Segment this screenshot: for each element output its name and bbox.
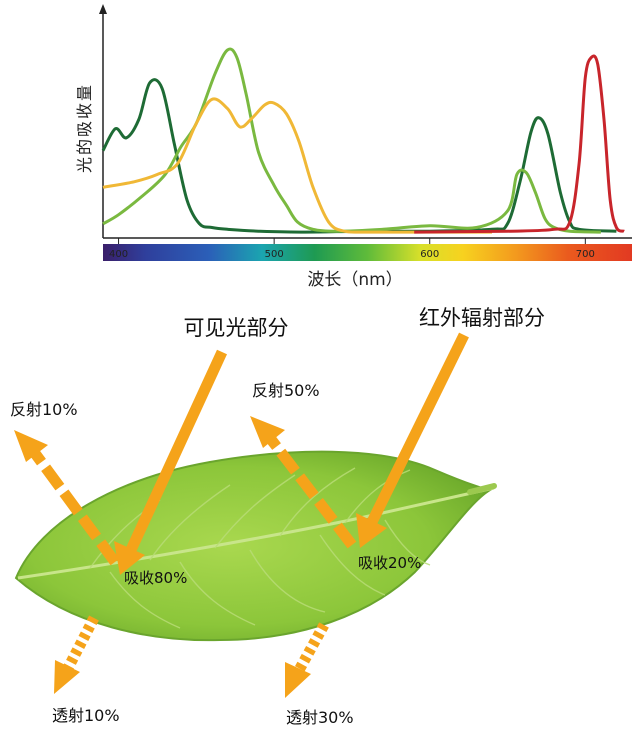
- visible-incident-arrow: [114, 349, 227, 575]
- series-line-light-green-pigment: [102, 47, 601, 234]
- infrared-transmit-label: 透射30%: [286, 708, 354, 727]
- leaf: [14, 450, 497, 642]
- series-line-yellow-pigment: [102, 97, 492, 234]
- infrared-label: 红外辐射部分: [419, 306, 545, 330]
- leaf-veins: [89, 467, 431, 629]
- visible-transmit-arrow: [54, 615, 99, 694]
- visible-transmit-label: 透射10%: [52, 706, 120, 725]
- x-tick-label-400: 400: [109, 249, 128, 260]
- visible-reflect-label: 反射10%: [10, 400, 78, 419]
- infrared-absorb-label: 吸收20%: [358, 554, 421, 572]
- infrared-transmit-arrow: [285, 622, 329, 698]
- infrared-incident-arrow: [356, 332, 469, 548]
- y-axis-arrow: [99, 4, 107, 14]
- series-line-red-pigment: [414, 54, 625, 234]
- y-axis-label: 光的吸收量: [75, 83, 94, 173]
- radiation-arrows: [14, 332, 469, 698]
- x-tick-label-600: 600: [420, 249, 439, 260]
- leaf-blade: [14, 450, 494, 642]
- x-axis-label: 波长（nm）: [307, 270, 402, 290]
- infrared-reflect-arrow: [250, 416, 357, 549]
- infrared-reflect-label: 反射50%: [252, 381, 320, 400]
- absorption-chart: 光的吸收量 400 500 600 700 波长（nm）: [75, 4, 632, 290]
- visible-reflect-arrow: [14, 430, 120, 566]
- visible-absorb-label: 吸收80%: [124, 569, 187, 587]
- spectrum-bar: [103, 244, 632, 261]
- visible-light-label: 可见光部分: [184, 316, 289, 340]
- x-tick-label-500: 500: [265, 249, 284, 260]
- x-tick-label-700: 700: [576, 249, 595, 260]
- series-line-dark-green-pigment: [101, 78, 617, 234]
- leaf-petiole: [467, 483, 497, 495]
